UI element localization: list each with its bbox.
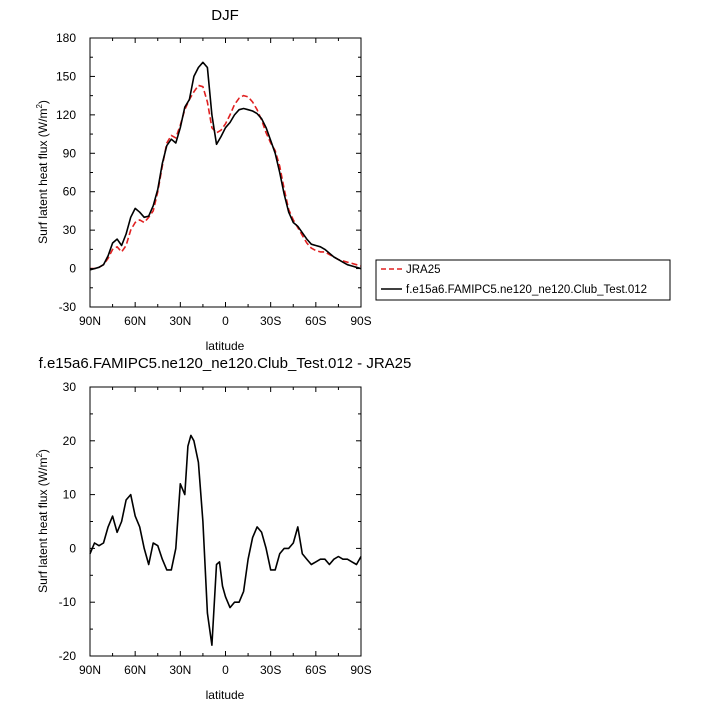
top-x-tick-label: 30N [169,314,191,328]
top-y-tick-label: 90 [63,146,77,160]
bottom-y-tick-label: 20 [63,434,77,448]
top-plot-frame [89,37,362,308]
bottom-x-tick-label: 30S [260,663,281,677]
legend-label-model: f.e15a6.FAMIPC5.ne120_ne120.Club_Test.01… [406,284,647,296]
bottom-plot-frame [89,386,362,657]
bottom-x-tick-label: 90N [79,663,101,677]
top-y-tick-label: 60 [63,185,77,199]
bottom-x-tick-label: 60S [305,663,326,677]
bottom-y-tick-label: 0 [69,541,76,555]
bottom-x-axis-label: latitude [206,688,245,702]
series-line-difference [89,434,362,647]
bottom-x-axis: 90N 60N 30N 0 30S 60S 90S [79,387,372,677]
legend-label-jra25: JRA25 [406,264,441,276]
bottom-y-axis: -20 -10 0 10 20 30 [59,380,361,663]
legend: JRA25 f.e15a6.FAMIPC5.ne120_ne120.Club_T… [375,259,671,301]
bottom-y-tick-label: -20 [59,649,77,663]
top-panel: DJF 90N 60N 30N 0 30S 60S 90S -30 0 30 60 90 120 150… [35,7,671,353]
top-y-axis-label: Surf latent heat flux (W/m2) [35,100,50,244]
top-x-tick-label: 90N [79,314,101,328]
bottom-y-axis-label-main: Surf latent heat flux (W/m [36,458,50,593]
top-x-axis-label: latitude [206,339,245,353]
top-x-tick-label: 60S [305,314,326,328]
top-y-axis-label-main: Surf latent heat flux (W/m [36,109,50,244]
bottom-x-tick-label: 90S [350,663,371,677]
top-y-tick-label: 180 [56,31,76,45]
series-line-jra25 [90,84,362,270]
bottom-chart-title: f.e15a6.FAMIPC5.ne120_ne120.Club_Test.01… [39,355,412,372]
bottom-y-axis-label: Surf latent heat flux (W/m2) [35,449,50,593]
top-y-axis-label-superscript: 2 [35,104,44,109]
top-plot-area [89,61,362,271]
top-chart-title: DJF [211,7,239,24]
bottom-x-tick-label: 30N [169,663,191,677]
bottom-y-axis-label-superscript: 2 [35,453,44,458]
bottom-y-tick-label: 10 [63,488,77,502]
top-y-tick-label: 150 [56,69,76,83]
top-y-tick-label: 120 [56,108,76,122]
bottom-plot-area [89,434,362,647]
top-y-tick-label: -30 [59,300,77,314]
top-y-tick-label: 30 [63,223,77,237]
top-x-tick-label: 30S [260,314,281,328]
top-y-tick-label: 0 [69,262,76,276]
bottom-y-tick-label: -10 [59,595,77,609]
top-x-tick-label: 0 [222,314,229,328]
top-x-axis: 90N 60N 30N 0 30S 60S 90S [79,38,372,328]
top-x-tick-label: 60N [124,314,146,328]
bottom-panel: f.e15a6.FAMIPC5.ne120_ne120.Club_Test.01… [35,355,411,702]
bottom-x-tick-label: 60N [124,663,146,677]
series-line-model [89,61,362,271]
bottom-y-tick-label: 30 [63,380,77,394]
bottom-x-tick-label: 0 [222,663,229,677]
top-x-tick-label: 90S [350,314,371,328]
bottom-y-axis-label-close: ) [36,449,50,453]
legend-box [375,259,671,301]
top-y-axis-label-close: ) [36,100,50,104]
top-y-axis: -30 0 30 60 90 120 150 180 [56,31,361,314]
